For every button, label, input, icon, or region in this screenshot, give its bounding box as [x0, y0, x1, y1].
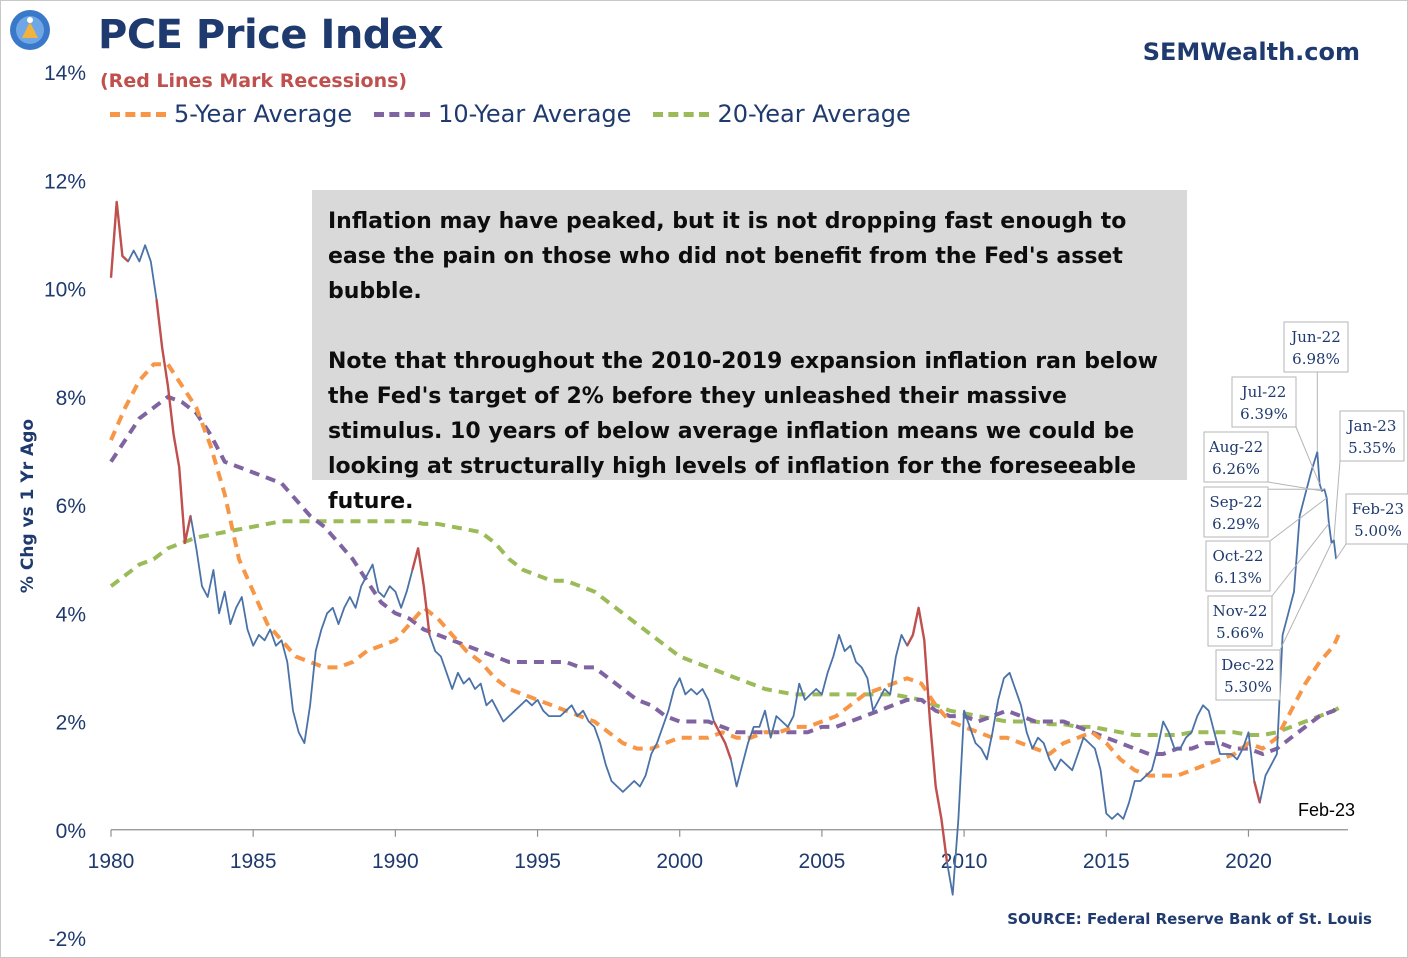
y-tick-label: 12%	[44, 170, 86, 193]
y-tick-label: 10%	[44, 279, 86, 302]
callout-value: 6.29%	[1212, 515, 1260, 533]
legend-item-20yr: 20-Year Average	[653, 100, 911, 128]
legend-swatch-20yr	[653, 111, 710, 117]
y-tick-label: 4%	[56, 603, 86, 626]
callout-value: 6.98%	[1292, 350, 1340, 368]
series-layer	[109, 200, 1341, 896]
callout-leader	[1279, 542, 1332, 651]
callout-box	[1339, 410, 1405, 462]
recession-segment	[906, 606, 949, 863]
callout-box	[1203, 486, 1269, 538]
callout-month: Jun-22	[1289, 328, 1341, 346]
series-line-avg10	[109, 394, 1341, 756]
x-tick-label: 1985	[230, 850, 277, 873]
series-line-pce	[110, 201, 1337, 896]
x-tick-label: 1980	[88, 850, 135, 873]
y-tick-label: 14%	[44, 62, 86, 85]
legend-label-10yr: 10-Year Average	[438, 100, 632, 128]
callout-box	[1207, 595, 1273, 647]
x-axis: 1980 1985 1990 1995 2000 2005 2010 2015 2020	[88, 829, 1348, 873]
callout-month: Jul-22	[1240, 383, 1287, 401]
callout-month: Nov-22	[1213, 602, 1268, 620]
callout-box	[1205, 540, 1271, 592]
callout-month: Aug-22	[1208, 438, 1263, 456]
callout-value: 6.26%	[1212, 460, 1260, 478]
callout-month: Dec-22	[1221, 656, 1274, 674]
chart-subtitle: (Red Lines Mark Recessions)	[100, 70, 408, 92]
legend-label-20yr: 20-Year Average	[717, 100, 911, 128]
callout-value: 6.39%	[1240, 405, 1288, 423]
commentary-paragraph-1: Inflation may have peaked, but it is not…	[328, 209, 1127, 304]
x-tick-label: 2000	[656, 850, 703, 873]
legend-item-5yr: 5-Year Average	[110, 100, 352, 128]
as-of-label: Feb-23	[1298, 800, 1356, 820]
callout-value: 5.66%	[1216, 624, 1264, 642]
callout-value: 6.13%	[1214, 569, 1262, 587]
callout-value: 5.30%	[1224, 678, 1272, 696]
legend-swatch-5yr	[110, 111, 166, 117]
logo-icon	[10, 10, 50, 50]
recession-segment	[1253, 780, 1261, 803]
annotation-layer: Jun-22 6.98% Jul-22 6.39% Aug-22 6.26% Sep-22 6…	[1203, 321, 1408, 701]
callout-month: Sep-22	[1210, 493, 1263, 511]
callout-leader	[1269, 497, 1327, 542]
callout-box	[1283, 321, 1349, 373]
brand-label: SEMWealth.com	[1142, 38, 1360, 66]
callout-leader	[1333, 460, 1341, 541]
recession-segment	[411, 547, 431, 636]
callout-leader	[1335, 543, 1347, 560]
commentary-box: Inflation may have peaked, but it is not…	[312, 190, 1187, 514]
y-axis-label: % Chg vs 1 Yr Ago	[18, 418, 38, 594]
x-tick-label: 2020	[1225, 850, 1272, 873]
legend: 5-Year Average 10-Year Average 20-Year A…	[110, 100, 911, 128]
callout-month: Oct-22	[1213, 547, 1264, 565]
series-line-avg5	[109, 362, 1341, 778]
callout-box	[1345, 493, 1408, 545]
callout-box	[1231, 376, 1297, 428]
recession-segment	[712, 720, 733, 760]
series-line-avg20	[109, 519, 1340, 737]
callout-month: Jan-23	[1346, 417, 1397, 435]
x-tick-label: 1990	[372, 850, 419, 873]
x-tick-label: 2015	[1083, 850, 1130, 873]
y-tick-label: 0%	[56, 820, 86, 843]
callout-value: 5.00%	[1354, 522, 1402, 540]
y-tick-label: 8%	[56, 387, 86, 410]
recession-segment	[155, 299, 192, 545]
recession-segment	[109, 200, 129, 278]
y-tick-label: -2%	[49, 928, 86, 951]
callout-leader	[1295, 426, 1321, 485]
y-tick-label: 2%	[56, 712, 86, 735]
y-axis-ticks: -2% 0% 2% 4% 6% 8% 10% 12% 14%	[44, 62, 86, 951]
x-tick-label: 2005	[799, 850, 846, 873]
source-label: SOURCE: Federal Reserve Bank of St. Loui…	[1007, 910, 1372, 928]
callout-month: Feb-23	[1352, 500, 1404, 518]
x-tick-label: 1995	[514, 850, 561, 873]
y-tick-label: 6%	[56, 495, 86, 518]
callout-value: 5.35%	[1348, 439, 1396, 457]
callout-box	[1215, 649, 1281, 701]
chart-title: PCE Price Index	[98, 12, 443, 58]
commentary-paragraph-2: Note that throughout the 2010-2019 expan…	[328, 349, 1158, 514]
legend-swatch-10yr	[374, 111, 431, 117]
x-tick-label: 2010	[941, 850, 988, 873]
legend-item-10yr: 10-Year Average	[374, 100, 631, 128]
legend-label-5yr: 5-Year Average	[174, 100, 353, 128]
callout-box	[1203, 431, 1269, 483]
callout-leader	[1271, 523, 1330, 597]
